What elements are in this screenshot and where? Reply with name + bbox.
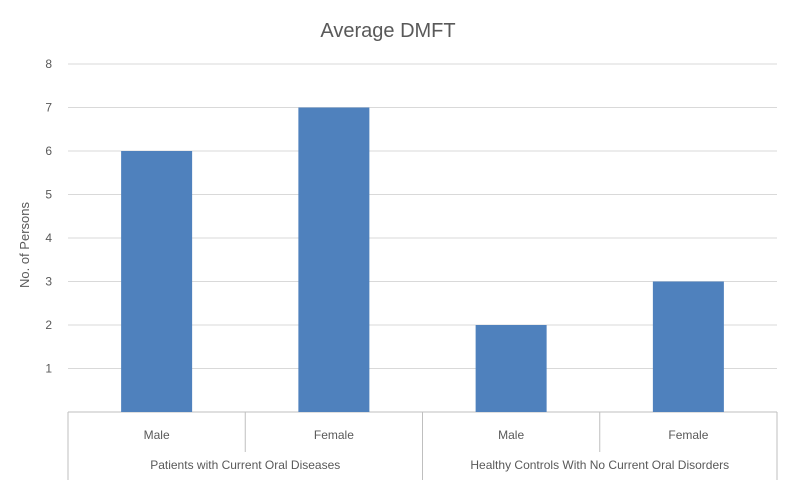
x-tick-labels: Male Female Male Female bbox=[144, 428, 709, 442]
y-tick-label: 6 bbox=[45, 144, 52, 158]
y-tick-label: 7 bbox=[45, 101, 52, 115]
x-tick-label: Male bbox=[144, 428, 170, 442]
bars bbox=[121, 107, 724, 412]
bar-female-patients bbox=[298, 107, 370, 412]
y-tick-labels: 1 2 3 4 5 6 7 8 bbox=[45, 57, 52, 376]
bar-male-controls bbox=[475, 325, 547, 412]
y-axis-title: No. of Persons bbox=[17, 202, 32, 288]
chart-title: Average DMFT bbox=[320, 20, 455, 42]
y-tick-label: 3 bbox=[45, 275, 52, 289]
y-tick-label: 8 bbox=[45, 57, 52, 71]
x-group-label: Healthy Controls With No Current Oral Di… bbox=[470, 458, 729, 472]
x-group-labels: Patients with Current Oral Diseases Healt… bbox=[150, 458, 729, 472]
x-tick-label: Female bbox=[668, 428, 708, 442]
y-tick-label: 1 bbox=[45, 362, 52, 376]
bar-female-controls bbox=[652, 281, 724, 412]
y-tick-label: 5 bbox=[45, 188, 52, 202]
bar-male-patients bbox=[121, 151, 193, 412]
x-tick-label: Male bbox=[498, 428, 524, 442]
y-tick-label: 2 bbox=[45, 318, 52, 332]
x-group-label: Patients with Current Oral Diseases bbox=[150, 458, 340, 472]
x-tick-label: Female bbox=[314, 428, 354, 442]
y-tick-label: 4 bbox=[45, 231, 52, 245]
